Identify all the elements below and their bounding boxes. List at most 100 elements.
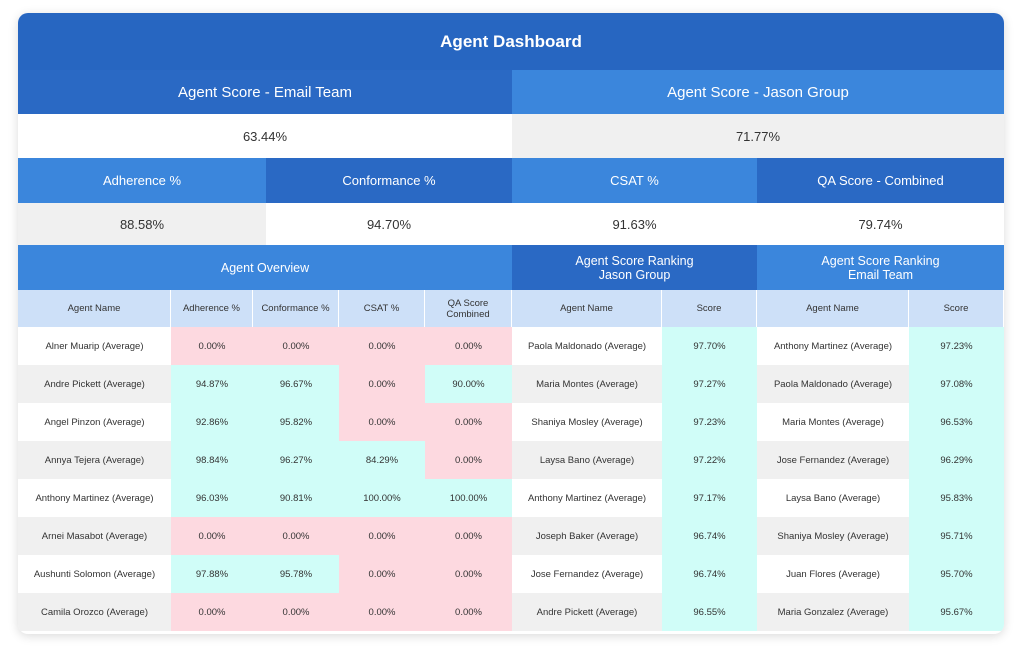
jason-ranking-title: Agent Score Ranking Jason Group	[512, 245, 757, 290]
email-score-cell: 95.71%	[909, 517, 1004, 555]
jason-agent-name-cell: Maria Montes (Average)	[512, 365, 662, 403]
conformance-cell: 95.82%	[253, 403, 339, 441]
email-agent-name-cell: Juan Flores (Average)	[757, 555, 909, 593]
qa-score-value: 79.74%	[757, 203, 1004, 245]
csat-cell: 0.00%	[339, 517, 425, 555]
qa-score-label: QA Score - Combined	[757, 158, 1004, 203]
email-score-cell: 96.29%	[909, 441, 1004, 479]
jason-agent-name-cell: Shaniya Mosley (Average)	[512, 403, 662, 441]
agent-name-cell: Camila Orozco (Average)	[18, 593, 171, 631]
adherence-cell: 0.00%	[171, 517, 253, 555]
conformance-cell: 0.00%	[253, 517, 339, 555]
conformance-cell: 0.00%	[253, 327, 339, 365]
agent-name-cell: Alner Muarip (Average)	[18, 327, 171, 365]
qa-score-cell: 0.00%	[425, 555, 512, 593]
jason-score-cell: 97.23%	[662, 403, 757, 441]
conformance-label: Conformance %	[266, 158, 512, 203]
adherence-cell: 92.86%	[171, 403, 253, 441]
email-score-cell: 95.83%	[909, 479, 1004, 517]
adherence-cell: 96.03%	[171, 479, 253, 517]
table-row: Angel Pinzon (Average) 92.86% 95.82% 0.00% 0…	[18, 403, 1004, 441]
conformance-cell: 0.00%	[253, 593, 339, 631]
jason-agent-name-cell: Andre Pickett (Average)	[512, 593, 662, 631]
adherence-cell: 98.84%	[171, 441, 253, 479]
qa-score-cell: 90.00%	[425, 365, 512, 403]
qa-score-cell: 0.00%	[425, 517, 512, 555]
column-header: Score	[662, 290, 757, 327]
jason-agent-name-cell: Joseph Baker (Average)	[512, 517, 662, 555]
csat-cell: 0.00%	[339, 555, 425, 593]
adherence-cell: 0.00%	[171, 327, 253, 365]
column-header: Agent Name	[18, 290, 171, 327]
jason-score-cell: 97.70%	[662, 327, 757, 365]
email-score-label: Agent Score - Email Team	[18, 70, 512, 114]
adherence-cell: 94.87%	[171, 365, 253, 403]
email-agent-name-cell: Maria Gonzalez (Average)	[757, 593, 909, 631]
email-agent-name-cell: Paola Maldonado (Average)	[757, 365, 909, 403]
email-ranking-title: Agent Score Ranking Email Team	[757, 245, 1004, 290]
jason-score-cell: 97.27%	[662, 365, 757, 403]
email-ranking-title-line2: Email Team	[847, 267, 914, 282]
agent-name-cell: Angel Pinzon (Average)	[18, 403, 171, 441]
jason-agent-name-cell: Jose Fernandez (Average)	[512, 555, 662, 593]
email-score-cell: 96.53%	[909, 403, 1004, 441]
conformance-cell: 95.78%	[253, 555, 339, 593]
email-score-cell: 97.23%	[909, 327, 1004, 365]
jason-score-cell: 96.55%	[662, 593, 757, 631]
csat-cell: 0.00%	[339, 327, 425, 365]
csat-label: CSAT %	[512, 158, 757, 203]
agent-name-cell: Aushunti Solomon (Average)	[18, 555, 171, 593]
jason-score-cell: 97.17%	[662, 479, 757, 517]
jason-score-cell: 97.22%	[662, 441, 757, 479]
csat-cell: 0.00%	[339, 403, 425, 441]
jason-ranking-title-line2: Jason Group	[598, 267, 671, 282]
jason-ranking-title-line1: Agent Score Ranking	[575, 253, 694, 268]
column-header: QA Score Combined	[425, 290, 512, 327]
qa-score-cell: 0.00%	[425, 441, 512, 479]
email-agent-name-cell: Maria Montes (Average)	[757, 403, 909, 441]
adherence-cell: 97.88%	[171, 555, 253, 593]
qa-score-cell: 0.00%	[425, 403, 512, 441]
email-agent-name-cell: Laysa Bano (Average)	[757, 479, 909, 517]
column-header: Conformance %	[253, 290, 339, 327]
jason-agent-name-cell: Anthony Martinez (Average)	[512, 479, 662, 517]
email-score-cell: 95.67%	[909, 593, 1004, 631]
column-header: CSAT %	[339, 290, 425, 327]
adherence-cell: 0.00%	[171, 593, 253, 631]
adherence-label: Adherence %	[18, 158, 266, 203]
jason-agent-name-cell: Paola Maldonado (Average)	[512, 327, 662, 365]
email-score-cell: 95.70%	[909, 555, 1004, 593]
column-header: Score	[909, 290, 1004, 327]
csat-cell: 0.00%	[339, 593, 425, 631]
column-header-row: Agent Name Adherence % Conformance % CSAT %…	[18, 290, 1004, 327]
jason-score-value: 71.77%	[512, 114, 1004, 158]
csat-cell: 100.00%	[339, 479, 425, 517]
table-row: Annya Tejera (Average) 98.84% 96.27% 84.29%…	[18, 441, 1004, 479]
dashboard-title: Agent Dashboard	[18, 13, 1004, 70]
agent-overview-title: Agent Overview	[18, 245, 512, 290]
conformance-cell: 96.27%	[253, 441, 339, 479]
agent-name-cell: Anthony Martinez (Average)	[18, 479, 171, 517]
agent-name-cell: Andre Pickett (Average)	[18, 365, 171, 403]
csat-value: 91.63%	[512, 203, 757, 245]
conformance-cell: 96.67%	[253, 365, 339, 403]
table-row: Anthony Martinez (Average) 96.03% 90.81% 10…	[18, 479, 1004, 517]
csat-cell: 0.00%	[339, 365, 425, 403]
table-row: Andre Pickett (Average) 94.87% 96.67% 0.00%…	[18, 365, 1004, 403]
qa-score-cell: 0.00%	[425, 593, 512, 631]
email-agent-name-cell: Anthony Martinez (Average)	[757, 327, 909, 365]
email-score-value: 63.44%	[18, 114, 512, 158]
column-header: Agent Name	[757, 290, 909, 327]
jason-score-label: Agent Score - Jason Group	[512, 70, 1004, 114]
agent-dashboard: Agent Dashboard Agent Score - Email Team…	[18, 13, 1004, 634]
email-agent-name-cell: Jose Fernandez (Average)	[757, 441, 909, 479]
column-header: Adherence %	[171, 290, 253, 327]
agent-name-cell: Arnei Masabot (Average)	[18, 517, 171, 555]
email-score-cell: 97.08%	[909, 365, 1004, 403]
jason-score-cell: 96.74%	[662, 517, 757, 555]
conformance-value: 94.70%	[266, 203, 512, 245]
jason-agent-name-cell: Laysa Bano (Average)	[512, 441, 662, 479]
table-row: Camila Orozco (Average) 0.00% 0.00% 0.00% 0.…	[18, 593, 1004, 631]
conformance-cell: 90.81%	[253, 479, 339, 517]
qa-score-cell: 100.00%	[425, 479, 512, 517]
